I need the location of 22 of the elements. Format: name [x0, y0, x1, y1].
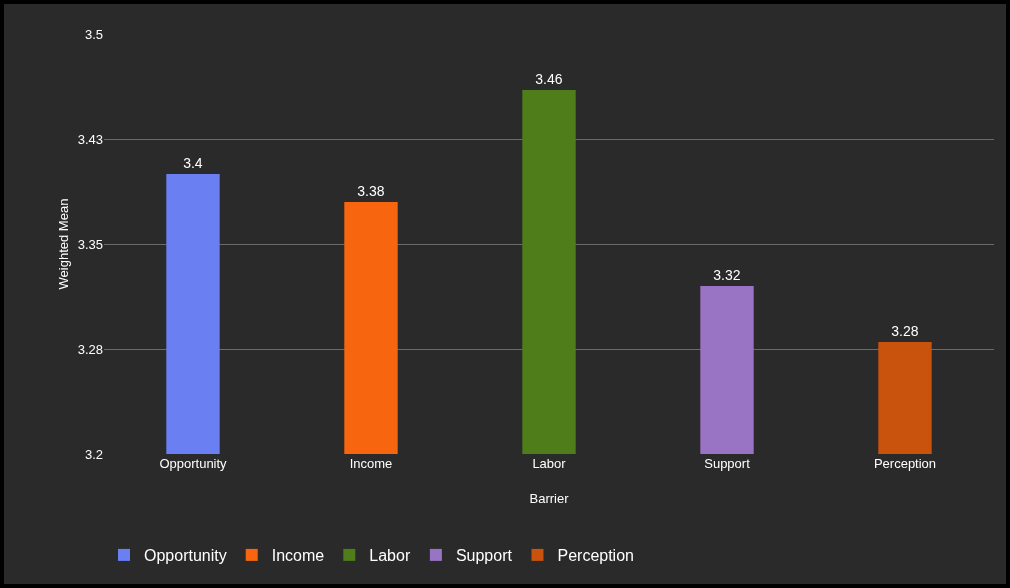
legend-label: Support [455, 547, 513, 565]
x-tick-label: Perception [873, 456, 937, 471]
y-tick-label: 3.35 [77, 236, 103, 252]
x-tick-label: Labor [532, 456, 567, 471]
x-tick-label: Opportunity [159, 456, 228, 471]
legend-label: Perception [557, 547, 634, 565]
x-tick-label: Income [349, 456, 393, 471]
y-axis-title: Weighted Mean [56, 198, 71, 290]
x-axis-title: Barrier [529, 491, 570, 506]
data-label: 3.28 [891, 323, 919, 339]
y-tick-label: 3.5 [84, 26, 103, 42]
legend-label: Opportunity [144, 547, 227, 565]
data-label: 3.32 [713, 267, 741, 283]
data-label: 3.46 [535, 71, 563, 87]
legend-label: Income [271, 547, 325, 565]
y-tick-label: 3.28 [77, 341, 103, 357]
data-label: 3.38 [357, 183, 385, 199]
y-tick-label: 3.43 [77, 131, 103, 147]
data-label: 3.4 [183, 155, 203, 171]
y-tick-label: 3.2 [84, 446, 103, 462]
legend-label: Labor [369, 547, 411, 565]
x-tick-label: Support [704, 456, 751, 471]
